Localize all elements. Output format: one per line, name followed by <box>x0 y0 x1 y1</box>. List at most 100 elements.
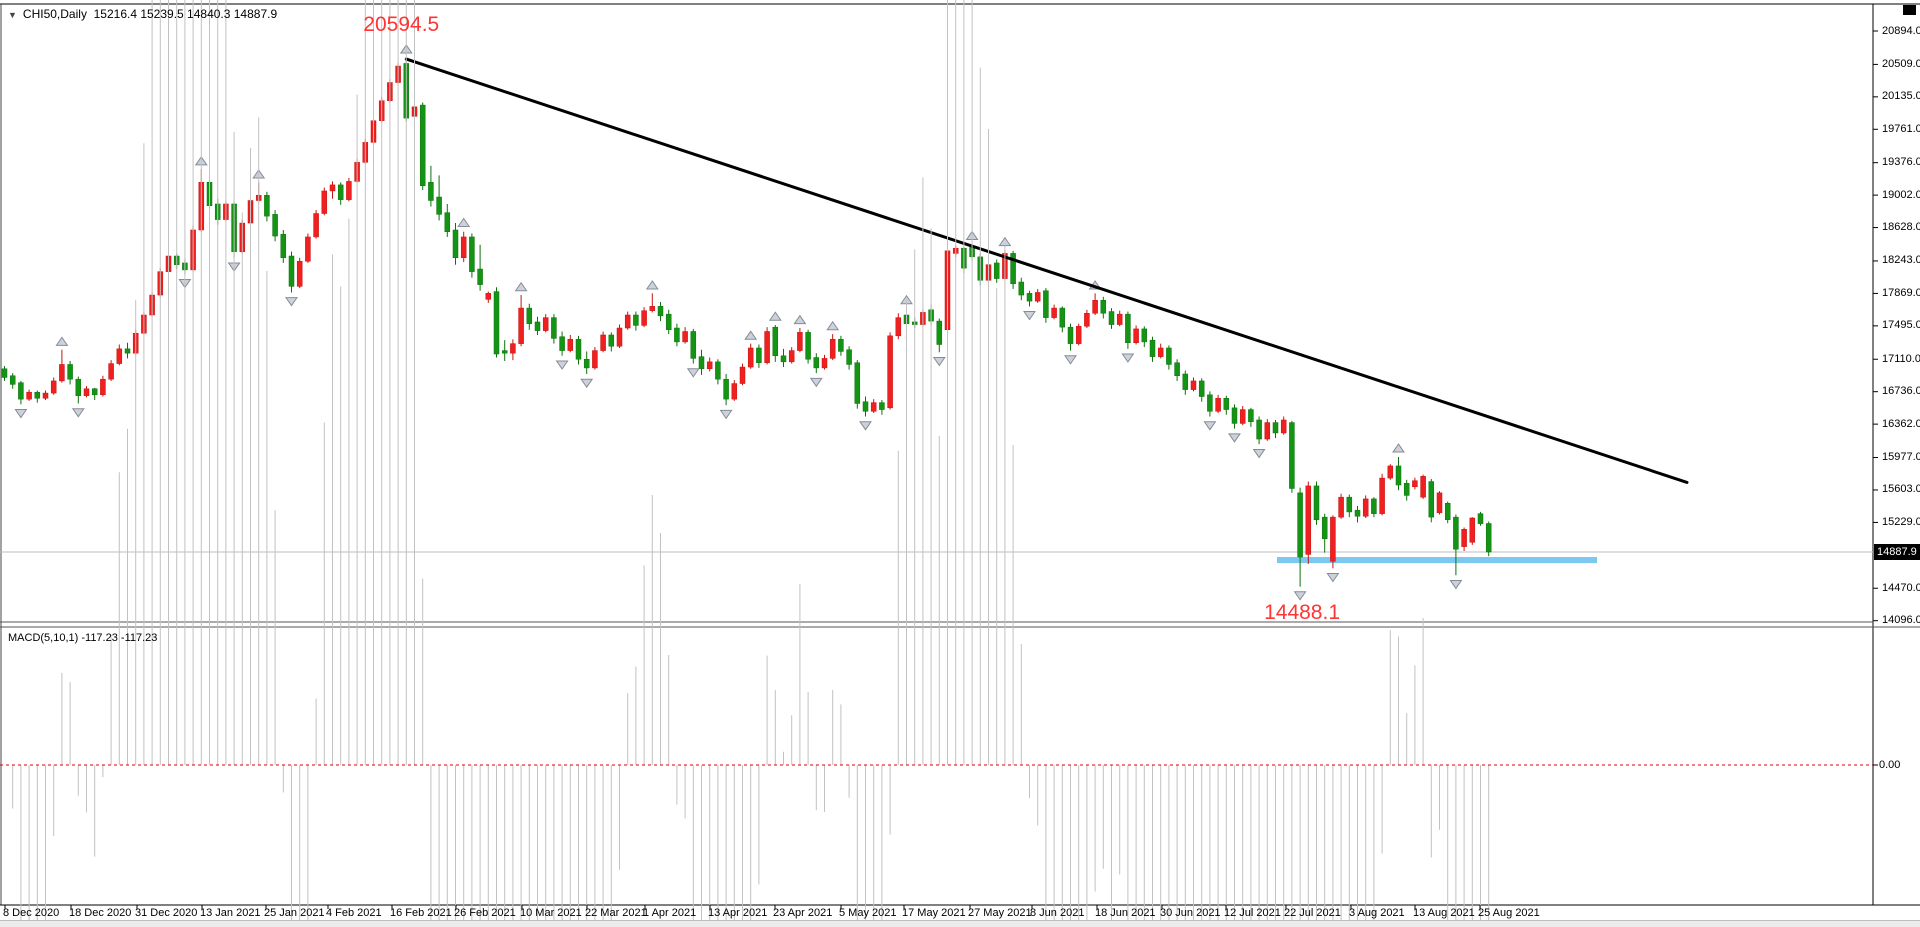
candle-body <box>1280 419 1287 434</box>
candle-body <box>1321 516 1328 540</box>
candle-body <box>501 350 508 354</box>
price-axis-label: 19376.0 <box>1882 156 1920 169</box>
candle-body <box>1453 516 1459 550</box>
current-price-badge: 14887.9 <box>1874 544 1920 560</box>
time-axis-label: 10 Mar 2021 <box>520 907 582 919</box>
candle-body <box>1272 422 1279 434</box>
price-axis-label: 17495.0 <box>1882 319 1920 332</box>
fractal-up-arrow-icon <box>826 320 840 331</box>
candle-body <box>1248 409 1254 422</box>
candle-body <box>723 378 729 400</box>
candle-body <box>829 339 836 359</box>
candle-body <box>444 212 451 232</box>
time-axis-label: 3 Aug 2021 <box>1349 907 1405 919</box>
fractal-down-arrow-icon <box>580 378 594 389</box>
price-axis-label: 15603.0 <box>1882 483 1920 496</box>
time-axis-label: 5 May 2021 <box>839 907 897 919</box>
candle-body <box>1305 485 1312 555</box>
candle-body <box>477 268 483 285</box>
candle-body <box>1125 313 1131 344</box>
candle-body <box>1141 328 1148 343</box>
chart-shift-marker <box>1903 5 1916 15</box>
candle-body <box>583 358 590 369</box>
candle-body <box>1231 407 1238 424</box>
candle-body <box>1289 422 1295 489</box>
candle-body <box>1059 307 1066 328</box>
time-axis-label: 30 Jun 2021 <box>1160 907 1221 919</box>
candle-body <box>1207 394 1213 412</box>
candle-body <box>469 236 475 272</box>
fractal-down-arrow-icon <box>1203 421 1217 431</box>
candle-body <box>419 104 426 187</box>
candle-body <box>1034 292 1041 302</box>
candle-body <box>1 368 8 378</box>
candle-body <box>747 347 754 368</box>
fractal-down-arrow-icon <box>859 421 872 431</box>
symbol-dropdown-icon[interactable]: ▼ <box>8 10 17 20</box>
candle-body <box>1075 326 1082 344</box>
candle-body <box>34 391 41 399</box>
fractal-down-arrow-icon <box>285 297 298 307</box>
candle-body <box>1469 517 1476 543</box>
candle-body <box>805 332 811 360</box>
candle-body <box>1297 492 1303 558</box>
price-axis-label: 14096.0 <box>1882 614 1920 627</box>
candle-body <box>567 339 574 351</box>
candle-body <box>116 348 123 364</box>
descending-trendline <box>404 57 1689 484</box>
candle-body <box>26 391 32 400</box>
chart-header: ▼ CHI50,Daily 15216.4 15239.5 14840.3 148… <box>8 7 277 21</box>
fractal-up-arrow-icon <box>1392 443 1405 453</box>
candle-body <box>1166 347 1172 365</box>
candle-body <box>1198 380 1205 397</box>
candle-body <box>649 306 656 311</box>
candle-body <box>518 307 524 344</box>
time-axis-label: 8 Jun 2021 <box>1030 907 1085 919</box>
candle-body <box>846 349 852 365</box>
candle-body <box>682 331 688 343</box>
candle-body <box>124 348 131 354</box>
candle-body <box>313 213 319 238</box>
candle-body <box>1092 300 1098 314</box>
candle-body <box>706 361 713 370</box>
candle-body <box>698 356 705 370</box>
candle-body <box>428 182 434 201</box>
fractal-down-arrow-icon <box>932 357 946 367</box>
candle-body <box>1371 498 1377 514</box>
candle-body <box>452 229 459 259</box>
candle-body <box>1354 509 1361 517</box>
candle-body <box>1215 398 1221 412</box>
candle-body <box>493 291 500 355</box>
macd-indicator-label: MACD(5,10,1) -117.23 -117.23 <box>8 632 158 644</box>
macd-axis-label: 0.00 <box>1879 758 1901 771</box>
candle-body <box>108 363 114 380</box>
peak-price-annotation: 20594.5 <box>363 13 440 36</box>
time-axis-label: 4 Feb 2021 <box>326 907 382 919</box>
candle-body <box>1412 480 1418 488</box>
time-axis-label: 13 Jan 2021 <box>200 907 261 919</box>
candle-body <box>895 317 902 337</box>
candle-body <box>1436 492 1443 514</box>
candle-body <box>575 339 582 360</box>
candle-body <box>1108 311 1115 325</box>
price-axis-label: 15977.0 <box>1882 451 1920 464</box>
time-axis-label: 13 Apr 2021 <box>708 907 768 919</box>
candle-body <box>1067 326 1074 344</box>
candle-body <box>100 378 106 396</box>
candle-body <box>1330 516 1336 562</box>
candle-body <box>870 402 877 412</box>
price-axis-label: 20894.0 <box>1882 24 1920 37</box>
time-axis-label: 23 Apr 2021 <box>773 907 833 919</box>
time-axis-label: 22 Mar 2021 <box>585 907 647 919</box>
candle-body <box>821 358 828 369</box>
candle-body <box>1461 529 1467 547</box>
bottom-scrollbar-strip[interactable] <box>0 920 1920 927</box>
candle-body <box>936 320 943 345</box>
price-axis-label: 17110.0 <box>1882 352 1920 365</box>
fractal-up-arrow-icon <box>457 217 471 228</box>
fractal-down-arrow-icon <box>71 408 85 418</box>
time-axis-label: 26 Feb 2021 <box>454 907 516 919</box>
candle-body <box>1239 409 1246 424</box>
